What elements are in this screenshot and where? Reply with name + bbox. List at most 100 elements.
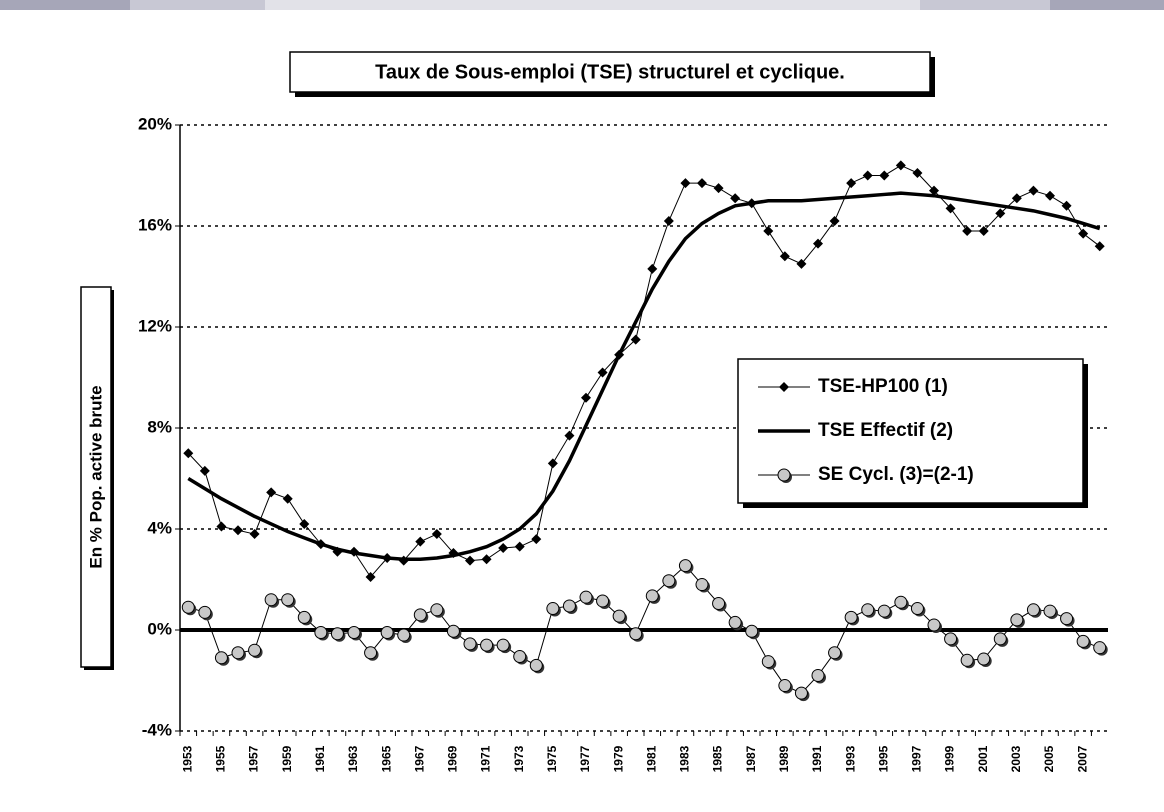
top-strip bbox=[920, 0, 1050, 10]
x-tick-label: 2007 bbox=[1075, 745, 1089, 772]
circle-marker bbox=[463, 637, 477, 651]
diamond-marker bbox=[813, 238, 823, 249]
diamond-marker bbox=[531, 534, 542, 545]
x-tick-label: 2001 bbox=[976, 745, 990, 772]
circle-marker bbox=[1010, 613, 1024, 627]
diamond-marker bbox=[581, 392, 591, 403]
diamond-marker bbox=[829, 215, 840, 226]
top-strip bbox=[265, 0, 920, 10]
diamond-marker bbox=[895, 160, 906, 171]
diamond-marker bbox=[282, 493, 293, 504]
circle-marker bbox=[181, 600, 195, 614]
y-axis-label: En % Pop. active brute bbox=[86, 385, 105, 568]
circle-marker bbox=[248, 643, 262, 657]
circle-marker bbox=[281, 593, 295, 607]
circle-marker bbox=[1060, 612, 1074, 626]
circle-marker bbox=[1093, 641, 1107, 655]
circle-marker bbox=[480, 638, 494, 652]
circle-marker bbox=[910, 602, 924, 616]
circle-marker bbox=[778, 679, 792, 693]
x-tick-label: 1997 bbox=[910, 745, 924, 772]
top-strip bbox=[130, 0, 265, 10]
x-tick-label: 1979 bbox=[611, 745, 625, 772]
legend-label: SE Cycl. (3)=(2-1) bbox=[818, 464, 974, 485]
diamond-marker bbox=[945, 203, 956, 214]
circle-marker bbox=[330, 627, 344, 641]
x-tick-label: 1991 bbox=[810, 745, 824, 772]
diamond-marker bbox=[1078, 228, 1089, 239]
diamond-marker bbox=[730, 193, 741, 204]
circle-marker bbox=[877, 604, 891, 618]
diamond-marker bbox=[846, 178, 857, 189]
circle-marker bbox=[579, 590, 593, 604]
x-tick-label: 1977 bbox=[578, 745, 592, 772]
diamond-marker bbox=[697, 178, 707, 189]
circle-marker bbox=[1026, 603, 1040, 617]
y-tick-label: 12% bbox=[138, 316, 172, 335]
x-tick-label: 1985 bbox=[711, 745, 725, 772]
diamond-marker bbox=[779, 382, 789, 392]
circle-marker bbox=[745, 624, 759, 638]
circle-marker bbox=[380, 626, 394, 640]
circle-marker bbox=[927, 618, 941, 632]
x-tick-label: 1955 bbox=[214, 745, 228, 772]
x-tick-label: 1969 bbox=[446, 745, 460, 772]
circle-marker bbox=[496, 638, 510, 652]
circle-marker bbox=[861, 603, 875, 617]
diamond-marker bbox=[514, 541, 525, 552]
y-label-box bbox=[80, 286, 112, 668]
circle-marker bbox=[894, 595, 908, 609]
circle-marker bbox=[529, 658, 543, 672]
circle-marker bbox=[214, 651, 228, 665]
circle-marker bbox=[264, 593, 278, 607]
x-tick-label: 1967 bbox=[412, 745, 426, 772]
circle-marker bbox=[198, 605, 212, 619]
circle-marker bbox=[695, 578, 709, 592]
circle-marker bbox=[562, 599, 576, 613]
diamond-marker bbox=[1028, 185, 1039, 196]
x-tick-label: 1981 bbox=[644, 745, 658, 772]
diamond-marker bbox=[962, 226, 973, 237]
circle-marker bbox=[728, 615, 742, 629]
diamond-marker bbox=[183, 448, 194, 459]
diamond-marker bbox=[481, 554, 492, 565]
circle-marker bbox=[811, 668, 825, 682]
diamond-marker bbox=[1011, 193, 1022, 204]
diamond-marker bbox=[647, 263, 658, 274]
diamond-marker bbox=[630, 334, 641, 345]
diamond-marker bbox=[713, 183, 724, 194]
circle-marker bbox=[678, 559, 692, 573]
circle-marker bbox=[662, 574, 676, 588]
diamond-marker bbox=[779, 251, 790, 262]
diamond-marker bbox=[796, 258, 807, 269]
diamond-marker bbox=[365, 571, 376, 582]
series-line bbox=[187, 191, 1101, 562]
circle-marker bbox=[513, 650, 527, 664]
x-tick-label: 1963 bbox=[346, 745, 360, 772]
diamond-marker bbox=[249, 529, 260, 540]
x-tick-label: 1995 bbox=[876, 745, 890, 772]
circle-marker bbox=[993, 632, 1007, 646]
x-tick-label: 1957 bbox=[247, 745, 261, 772]
circle-marker bbox=[761, 655, 775, 669]
x-tick-label: 1999 bbox=[943, 745, 957, 772]
y-tick-label: -4% bbox=[142, 720, 172, 739]
circle-marker bbox=[612, 609, 626, 623]
circle-marker bbox=[977, 652, 991, 666]
chart-title: Taux de Sous-emploi (TSE) structurel et … bbox=[375, 61, 845, 83]
diamond-marker bbox=[547, 458, 558, 469]
diamond-marker bbox=[266, 487, 277, 498]
x-tick-label: 2005 bbox=[1042, 745, 1056, 772]
x-tick-label: 1959 bbox=[280, 745, 294, 772]
y-tick-label: 0% bbox=[147, 619, 172, 638]
diamond-marker bbox=[564, 430, 575, 441]
diamond-marker bbox=[663, 215, 674, 226]
top-strip bbox=[1050, 0, 1164, 10]
circle-marker bbox=[828, 646, 842, 660]
diamond-marker bbox=[1061, 200, 1072, 211]
circle-marker bbox=[777, 468, 791, 482]
top-strip bbox=[0, 0, 130, 10]
x-tick-label: 1953 bbox=[180, 745, 194, 772]
diamond-marker bbox=[929, 185, 939, 196]
